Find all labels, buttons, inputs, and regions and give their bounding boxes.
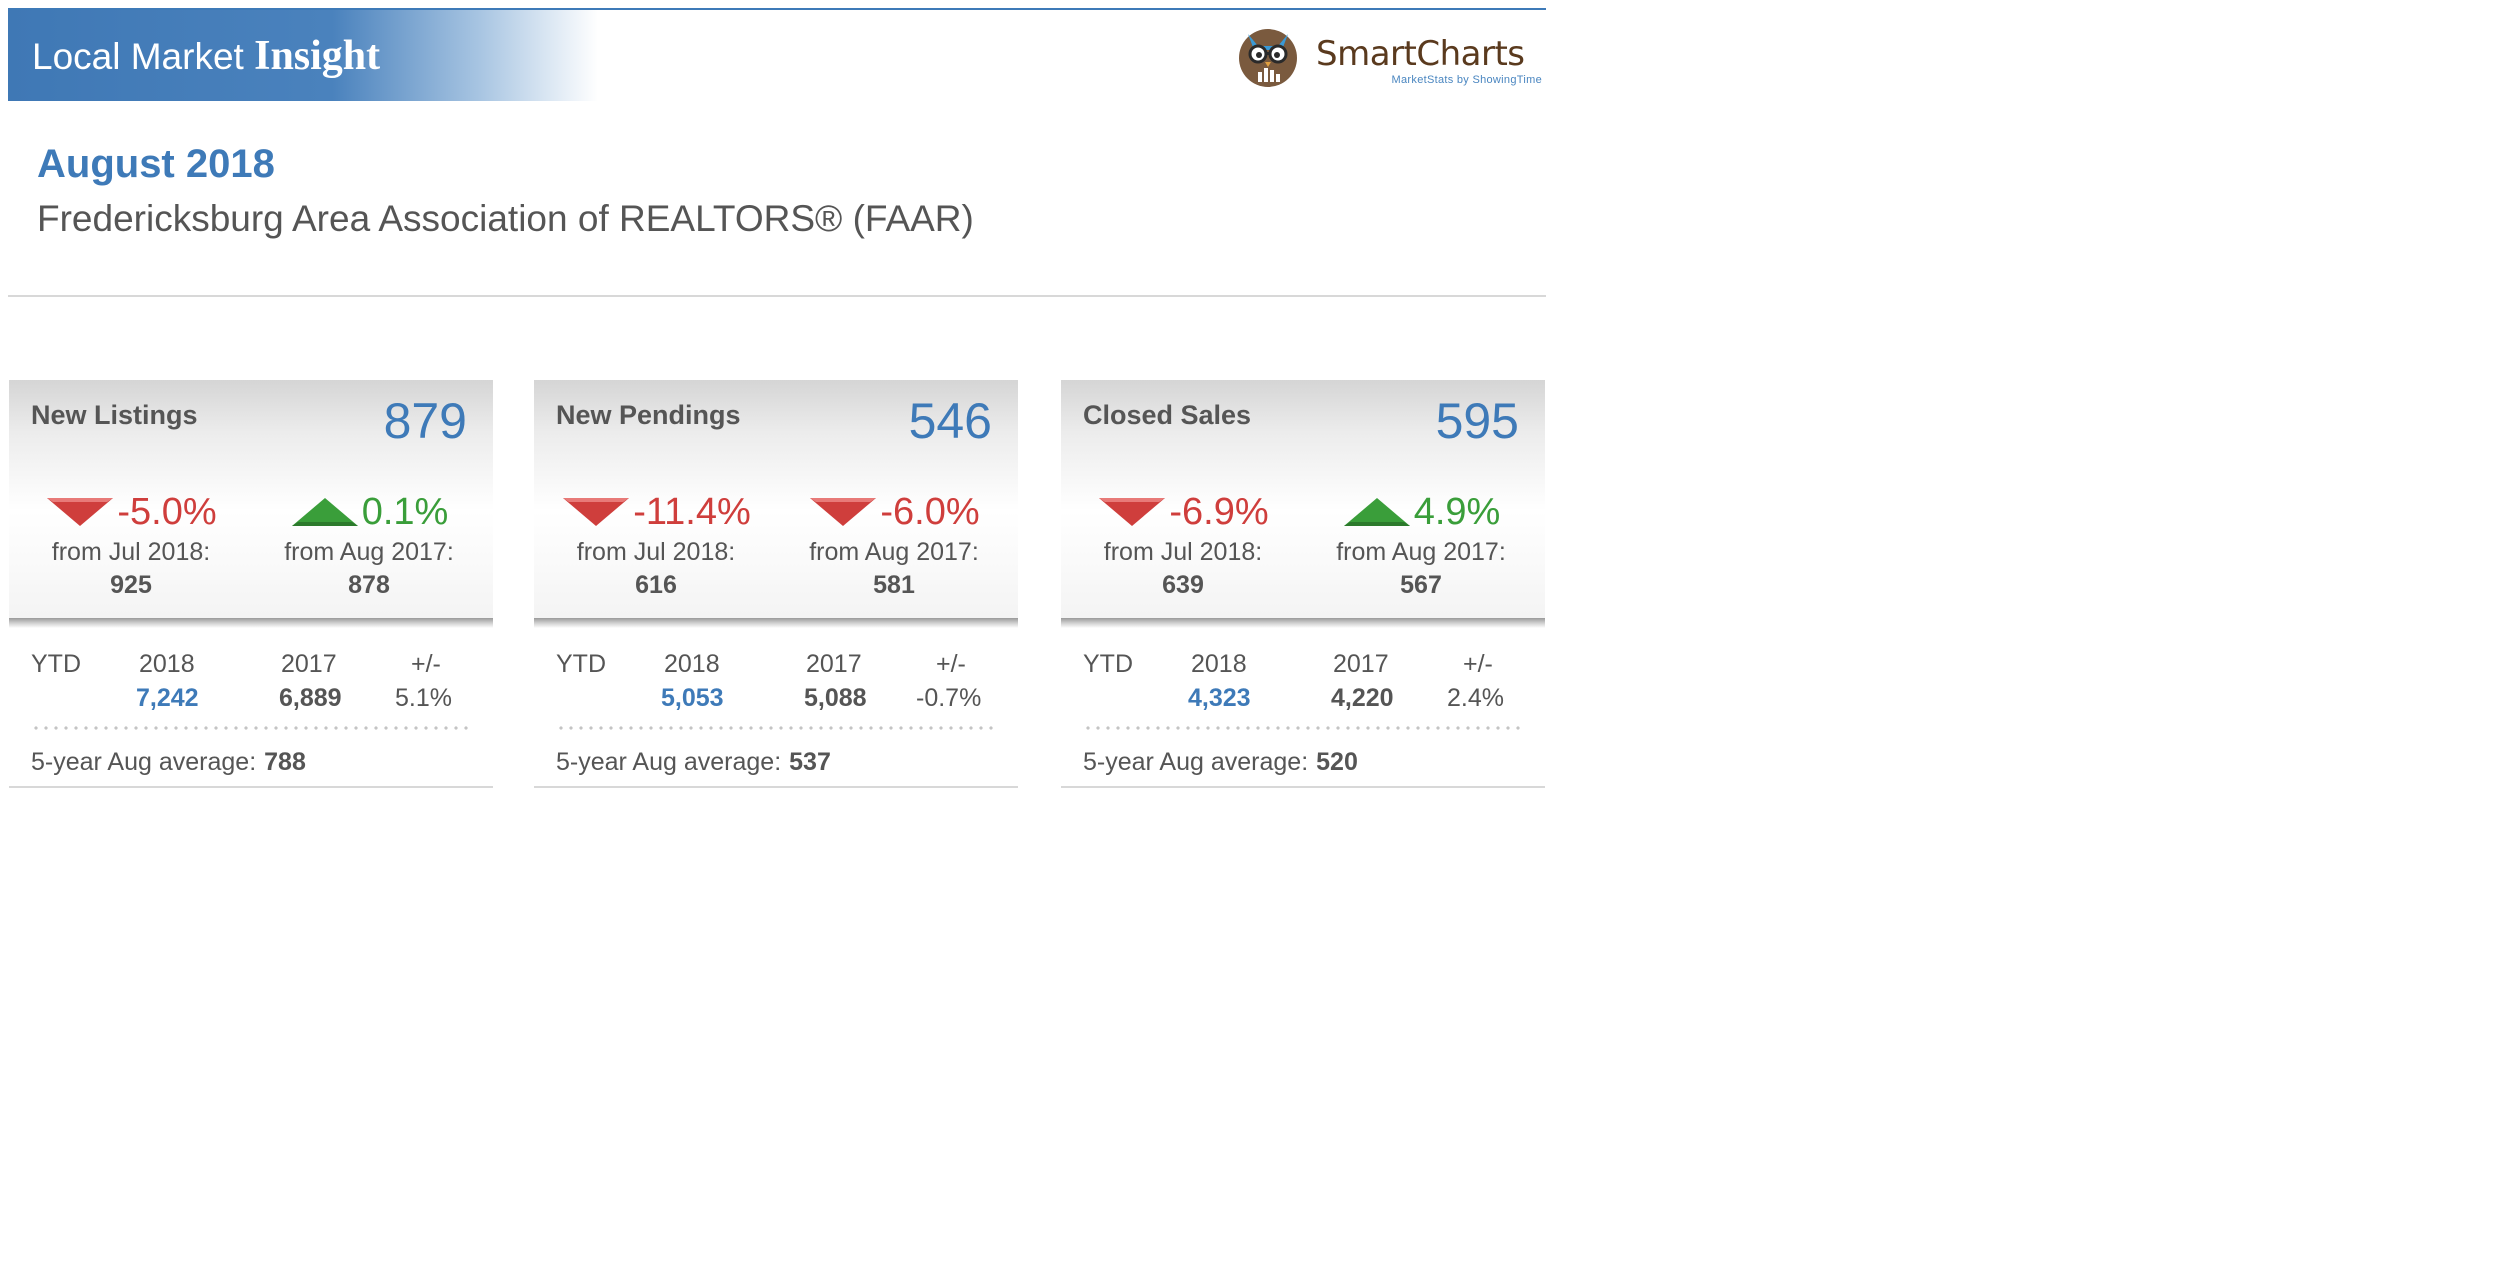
five-year-average-value: 520 — [1316, 748, 1358, 776]
arrow-up-icon — [291, 498, 358, 526]
month-change-pct: -11.4% — [633, 490, 751, 533]
logo-tagline: MarketStats by ShowingTime — [1391, 74, 1542, 86]
five-year-average: 5-year Aug average: 537 — [556, 748, 831, 777]
metric-card-closed-sales: Closed Sales 595 -6.9% from Jul 2018: 63… — [1061, 380, 1545, 788]
ytd-diff-value: 5.1% — [395, 684, 452, 712]
month-change: -6.9% from Jul 2018: 639 — [1083, 490, 1283, 600]
year-change: 0.1% from Aug 2017: 878 — [269, 490, 469, 600]
dotted-separator — [1083, 726, 1523, 730]
year-change: -6.0% from Aug 2017: 581 — [794, 490, 994, 600]
ytd-value-previous: 5,088 — [804, 684, 867, 712]
ytd-year-current: 2018 — [664, 650, 720, 678]
five-year-average-label: 5-year Aug average: — [1083, 748, 1309, 776]
card-shadow — [1061, 618, 1545, 628]
ytd-value-current: 5,053 — [661, 684, 724, 712]
card-value: 879 — [383, 393, 467, 449]
five-year-average-label: 5-year Aug average: — [31, 748, 257, 776]
year-change-value: 567 — [1400, 571, 1442, 599]
owl-logo-icon — [1239, 29, 1297, 87]
card-title: Closed Sales — [1083, 400, 1252, 430]
smartcharts-logo: SmartCharts MarketStats by ShowingTime — [1236, 24, 1546, 90]
year-change-label: from Aug 2017: — [809, 538, 979, 566]
month-change: -11.4% from Jul 2018: 616 — [556, 490, 756, 600]
card-value: 595 — [1435, 393, 1519, 449]
card-shadow — [534, 618, 1018, 628]
month-change-pct: -6.9% — [1169, 490, 1269, 533]
year-change: 4.9% from Aug 2017: 567 — [1321, 490, 1521, 600]
logo-name: SmartCharts — [1316, 34, 1525, 74]
month-change-pct: -5.0% — [117, 490, 217, 533]
year-change-label: from Aug 2017: — [284, 538, 454, 566]
month-change-value: 616 — [635, 571, 677, 599]
ytd-year-previous: 2017 — [806, 650, 862, 678]
month-change: -5.0% from Jul 2018: 925 — [31, 490, 231, 600]
ytd-year-previous: 2017 — [281, 650, 337, 678]
ytd-year-current: 2018 — [1191, 650, 1247, 678]
ytd-year-previous: 2017 — [1333, 650, 1389, 678]
ytd-diff-label: +/- — [411, 650, 441, 678]
five-year-average-value: 788 — [264, 748, 306, 776]
arrow-down-icon — [1099, 498, 1166, 526]
card-shadow — [9, 618, 493, 628]
ytd-label: YTD — [1083, 650, 1133, 678]
ytd-diff-label: +/- — [1463, 650, 1493, 678]
five-year-average-label: 5-year Aug average: — [556, 748, 782, 776]
report-date: August 2018 — [37, 142, 275, 186]
arrow-down-icon — [810, 498, 877, 526]
card-bottom-rule — [1061, 786, 1545, 788]
arrow-down-icon — [47, 498, 114, 526]
arrow-up-icon — [1343, 498, 1410, 526]
arrow-down-icon — [563, 498, 630, 526]
ytd-diff-label: +/- — [936, 650, 966, 678]
ytd-value-current: 4,323 — [1188, 684, 1251, 712]
month-change-label: from Jul 2018: — [51, 538, 211, 566]
year-change-pct: 4.9% — [1413, 490, 1501, 533]
metric-card-new-listings: New Listings 879 -5.0% from Jul 2018: 92… — [9, 380, 493, 788]
ytd-year-current: 2018 — [139, 650, 195, 678]
year-change-pct: 0.1% — [361, 490, 449, 533]
ytd-label: YTD — [31, 650, 81, 678]
card-title: New Listings — [31, 400, 198, 430]
five-year-average: 5-year Aug average: 788 — [31, 748, 306, 777]
section-divider — [8, 295, 1546, 297]
header-top-rule — [8, 8, 1546, 10]
card-bottom-rule — [9, 786, 493, 788]
dotted-separator — [556, 726, 996, 730]
card-value: 546 — [908, 393, 992, 449]
ytd-value-current: 7,242 — [136, 684, 199, 712]
dotted-separator — [31, 726, 471, 730]
month-change-label: from Jul 2018: — [1103, 538, 1263, 566]
five-year-average: 5-year Aug average: 520 — [1083, 748, 1358, 777]
card-bottom-rule — [534, 786, 1018, 788]
metric-card-new-pendings: New Pendings 546 -11.4% from Jul 2018: 6… — [534, 380, 1018, 788]
ytd-value-previous: 6,889 — [279, 684, 342, 712]
year-change-value: 878 — [348, 571, 390, 599]
report-association: Fredericksburg Area Association of REALT… — [37, 198, 974, 239]
ytd-diff-value: 2.4% — [1447, 684, 1504, 712]
banner-title-light: Local Market — [32, 36, 255, 77]
month-change-label: from Jul 2018: — [576, 538, 736, 566]
ytd-label: YTD — [556, 650, 606, 678]
month-change-value: 925 — [110, 571, 152, 599]
header-banner: Local Market Insight — [8, 10, 598, 101]
year-change-label: from Aug 2017: — [1336, 538, 1506, 566]
year-change-value: 581 — [873, 571, 915, 599]
banner-title-bold: Insight — [254, 33, 381, 79]
banner-title: Local Market Insight — [32, 32, 380, 80]
year-change-pct: -6.0% — [880, 490, 980, 533]
ytd-diff-value: -0.7% — [916, 684, 982, 712]
five-year-average-value: 537 — [789, 748, 831, 776]
card-title: New Pendings — [556, 400, 741, 430]
ytd-value-previous: 4,220 — [1331, 684, 1394, 712]
month-change-value: 639 — [1162, 571, 1204, 599]
